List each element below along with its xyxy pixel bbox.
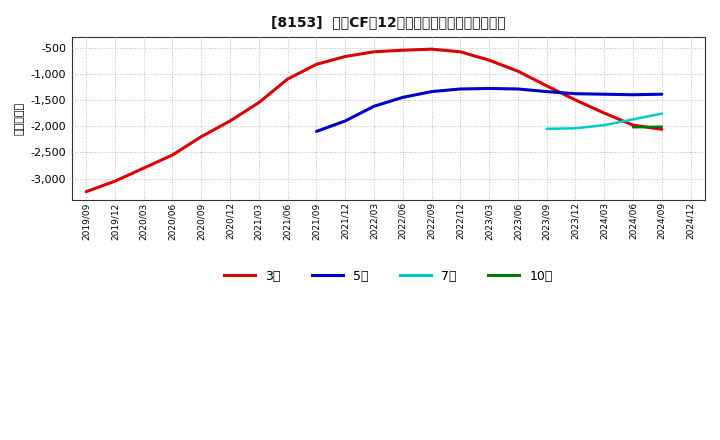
- Legend: 3年, 5年, 7年, 10年: 3年, 5年, 7年, 10年: [219, 264, 557, 287]
- Y-axis label: （百万円）: （百万円）: [15, 102, 25, 135]
- Title: [8153]  投賄CFだ12か月移動合計の平均値の推移: [8153] 投賄CFだ12か月移動合計の平均値の推移: [271, 15, 505, 29]
